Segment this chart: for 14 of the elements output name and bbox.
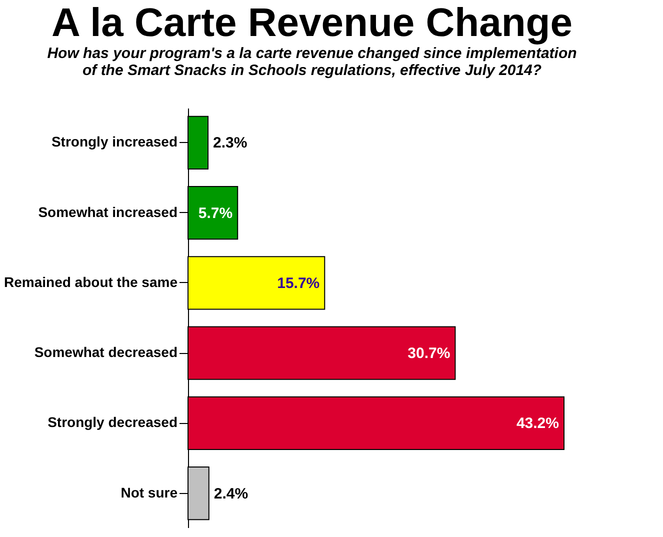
y-tick-label: Remained about the same xyxy=(4,274,178,290)
chart-subtitle: How has your program's a la carte revenue changed since implementation of the Smart Snacks in Schools regulations, effective July 2014? xyxy=(47,45,577,79)
y-tick-label: Strongly decreased xyxy=(48,414,178,430)
y-tick-label: Somewhat increased xyxy=(38,204,178,220)
data-label: 15.7% xyxy=(277,274,320,292)
data-label: 2.4% xyxy=(214,485,248,502)
data-label: 30.7% xyxy=(408,345,450,362)
y-tick-label: Strongly increased xyxy=(51,134,178,150)
y-tick-label: Not sure xyxy=(120,484,178,500)
data-label: 43.2% xyxy=(516,415,559,432)
y-tick-label: Somewhat decreased xyxy=(34,344,178,360)
chart-title: A la Carte Revenue Change xyxy=(52,1,572,45)
data-label: 2.3% xyxy=(213,134,248,152)
data-label: 5.7% xyxy=(198,204,233,222)
